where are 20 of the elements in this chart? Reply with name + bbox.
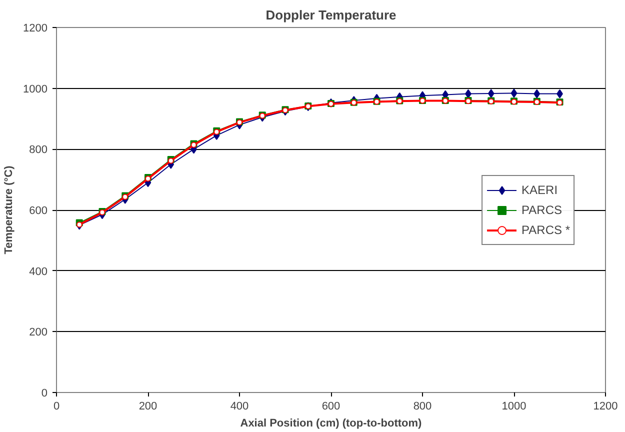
y-tick-label: 0 (41, 388, 48, 400)
x-tick-label: 1200 (593, 400, 618, 412)
x-tick-label: 1000 (502, 400, 526, 412)
x-tick-label: 600 (322, 400, 340, 412)
y-tick-label: 1000 (23, 83, 48, 96)
x-tick-label: 800 (413, 400, 432, 412)
x-axis-title: Axial Position (cm) (top-to-bottom) (240, 418, 422, 430)
x-tick-label: 0 (53, 400, 60, 412)
y-axis-title: Temperature (°C) (3, 165, 16, 254)
y-tick-label: 1200 (23, 22, 48, 34)
y-tick-label: 800 (29, 144, 48, 156)
y-tick-label: 200 (29, 326, 48, 339)
y-tick-label: 400 (29, 266, 48, 278)
y-tick-label: 600 (29, 205, 48, 217)
x-tick-label: 400 (230, 400, 249, 412)
legend-label: PARCS * (522, 222, 570, 236)
legend-label: PARCS (522, 202, 562, 216)
legend-label: KAERI (522, 182, 558, 196)
chart-title: Doppler Temperature (266, 8, 396, 22)
x-tick-label: 200 (138, 400, 158, 412)
